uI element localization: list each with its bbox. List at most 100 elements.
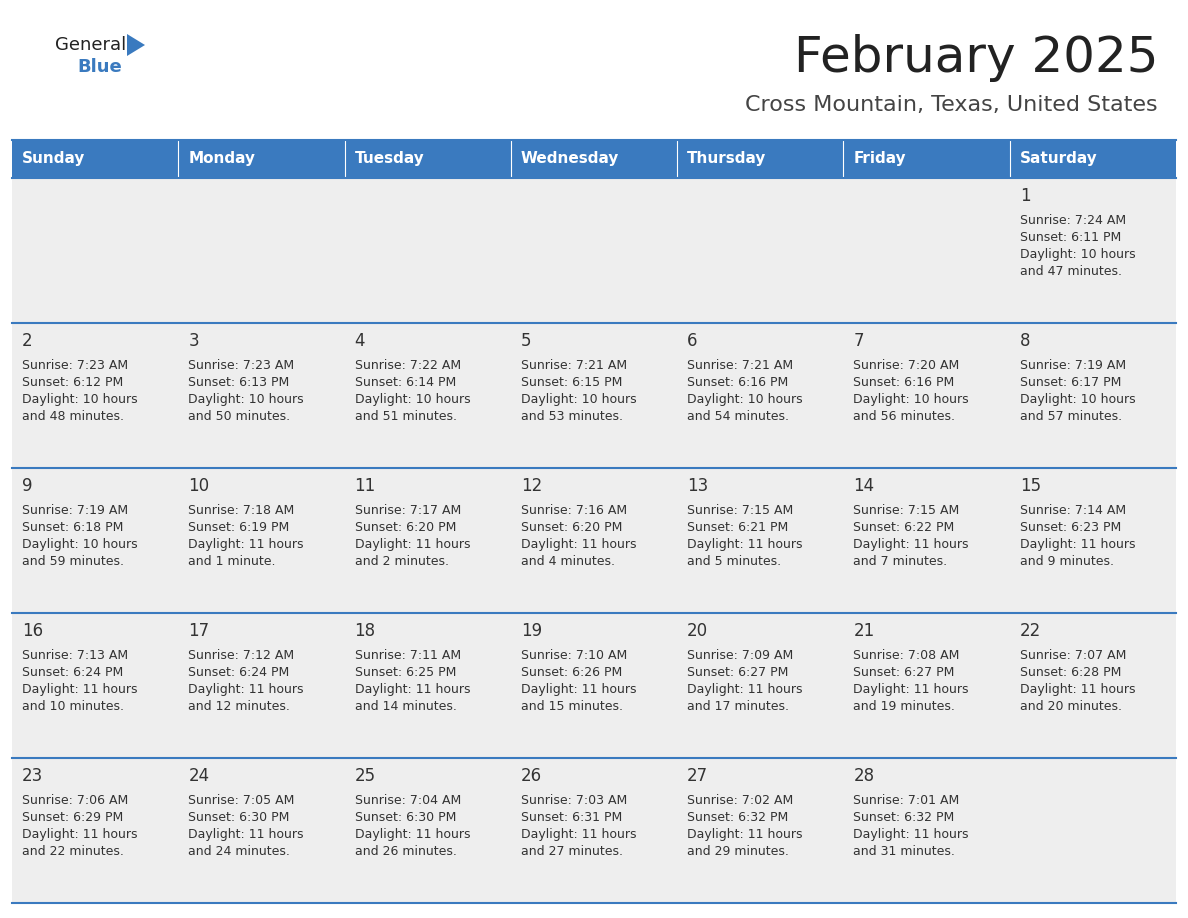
- Text: Daylight: 10 hours: Daylight: 10 hours: [188, 393, 304, 406]
- Bar: [178, 178, 345, 323]
- Text: Tuesday: Tuesday: [354, 151, 424, 166]
- Text: 26: 26: [520, 767, 542, 785]
- Text: and 1 minute.: and 1 minute.: [188, 555, 276, 568]
- Text: and 50 minutes.: and 50 minutes.: [188, 410, 290, 423]
- Text: Blue: Blue: [77, 58, 121, 76]
- Text: Sunrise: 7:23 AM: Sunrise: 7:23 AM: [23, 359, 128, 372]
- Bar: [843, 178, 1010, 323]
- Bar: [345, 468, 511, 613]
- Text: Sunrise: 7:10 AM: Sunrise: 7:10 AM: [520, 649, 627, 662]
- Text: Cross Mountain, Texas, United States: Cross Mountain, Texas, United States: [745, 95, 1158, 115]
- Text: Sunrise: 7:06 AM: Sunrise: 7:06 AM: [23, 794, 128, 807]
- Bar: [345, 613, 511, 758]
- Text: and 7 minutes.: and 7 minutes.: [853, 555, 948, 568]
- Text: Sunset: 6:15 PM: Sunset: 6:15 PM: [520, 376, 623, 389]
- Text: Daylight: 10 hours: Daylight: 10 hours: [687, 393, 803, 406]
- Text: Sunset: 6:29 PM: Sunset: 6:29 PM: [23, 811, 124, 824]
- Text: Daylight: 11 hours: Daylight: 11 hours: [23, 828, 138, 841]
- Text: Daylight: 11 hours: Daylight: 11 hours: [687, 538, 803, 551]
- Polygon shape: [127, 34, 145, 56]
- Text: and 14 minutes.: and 14 minutes.: [354, 700, 456, 713]
- Text: Daylight: 11 hours: Daylight: 11 hours: [354, 683, 470, 696]
- Text: and 9 minutes.: and 9 minutes.: [1019, 555, 1113, 568]
- Text: 24: 24: [188, 767, 209, 785]
- Bar: [677, 178, 843, 323]
- Text: Sunrise: 7:16 AM: Sunrise: 7:16 AM: [520, 504, 627, 517]
- Text: Sunset: 6:13 PM: Sunset: 6:13 PM: [188, 376, 290, 389]
- Text: Thursday: Thursday: [687, 151, 766, 166]
- Text: Sunset: 6:16 PM: Sunset: 6:16 PM: [853, 376, 955, 389]
- Text: Sunset: 6:32 PM: Sunset: 6:32 PM: [687, 811, 789, 824]
- Text: Daylight: 10 hours: Daylight: 10 hours: [1019, 393, 1136, 406]
- Text: Sunrise: 7:02 AM: Sunrise: 7:02 AM: [687, 794, 794, 807]
- Bar: [178, 613, 345, 758]
- Text: and 51 minutes.: and 51 minutes.: [354, 410, 456, 423]
- Bar: [843, 758, 1010, 903]
- Bar: [677, 323, 843, 468]
- Bar: [1010, 323, 1176, 468]
- Bar: [345, 140, 511, 178]
- Text: Sunrise: 7:17 AM: Sunrise: 7:17 AM: [354, 504, 461, 517]
- Text: Sunrise: 7:18 AM: Sunrise: 7:18 AM: [188, 504, 295, 517]
- Text: Monday: Monday: [188, 151, 255, 166]
- Text: 22: 22: [1019, 622, 1041, 640]
- Text: Friday: Friday: [853, 151, 906, 166]
- Text: Sunset: 6:28 PM: Sunset: 6:28 PM: [1019, 666, 1121, 679]
- Bar: [511, 613, 677, 758]
- Text: and 47 minutes.: and 47 minutes.: [1019, 265, 1121, 278]
- Text: Sunset: 6:14 PM: Sunset: 6:14 PM: [354, 376, 456, 389]
- Text: Sunset: 6:26 PM: Sunset: 6:26 PM: [520, 666, 623, 679]
- Text: Sunrise: 7:19 AM: Sunrise: 7:19 AM: [1019, 359, 1126, 372]
- Bar: [12, 468, 178, 613]
- Text: 12: 12: [520, 477, 542, 495]
- Text: Saturday: Saturday: [1019, 151, 1098, 166]
- Text: Sunrise: 7:03 AM: Sunrise: 7:03 AM: [520, 794, 627, 807]
- Text: Sunrise: 7:15 AM: Sunrise: 7:15 AM: [687, 504, 794, 517]
- Text: Sunrise: 7:07 AM: Sunrise: 7:07 AM: [1019, 649, 1126, 662]
- Text: Sunset: 6:23 PM: Sunset: 6:23 PM: [1019, 521, 1121, 534]
- Bar: [178, 323, 345, 468]
- Text: Daylight: 11 hours: Daylight: 11 hours: [520, 538, 637, 551]
- Text: and 22 minutes.: and 22 minutes.: [23, 845, 124, 858]
- Text: 21: 21: [853, 622, 874, 640]
- Text: Sunset: 6:31 PM: Sunset: 6:31 PM: [520, 811, 623, 824]
- Text: Sunset: 6:17 PM: Sunset: 6:17 PM: [1019, 376, 1121, 389]
- Bar: [677, 613, 843, 758]
- Text: and 15 minutes.: and 15 minutes.: [520, 700, 623, 713]
- Text: Daylight: 11 hours: Daylight: 11 hours: [687, 828, 803, 841]
- Text: and 4 minutes.: and 4 minutes.: [520, 555, 615, 568]
- Text: 15: 15: [1019, 477, 1041, 495]
- Bar: [843, 613, 1010, 758]
- Text: Sunrise: 7:09 AM: Sunrise: 7:09 AM: [687, 649, 794, 662]
- Text: and 19 minutes.: and 19 minutes.: [853, 700, 955, 713]
- Bar: [843, 140, 1010, 178]
- Text: and 27 minutes.: and 27 minutes.: [520, 845, 623, 858]
- Text: and 17 minutes.: and 17 minutes.: [687, 700, 789, 713]
- Text: Sunrise: 7:15 AM: Sunrise: 7:15 AM: [853, 504, 960, 517]
- Text: Daylight: 10 hours: Daylight: 10 hours: [354, 393, 470, 406]
- Text: Daylight: 11 hours: Daylight: 11 hours: [188, 828, 304, 841]
- Bar: [12, 323, 178, 468]
- Text: and 24 minutes.: and 24 minutes.: [188, 845, 290, 858]
- Text: Daylight: 10 hours: Daylight: 10 hours: [23, 538, 138, 551]
- Text: Daylight: 11 hours: Daylight: 11 hours: [188, 538, 304, 551]
- Bar: [1010, 468, 1176, 613]
- Text: 13: 13: [687, 477, 708, 495]
- Text: Sunset: 6:21 PM: Sunset: 6:21 PM: [687, 521, 789, 534]
- Bar: [511, 323, 677, 468]
- Text: 19: 19: [520, 622, 542, 640]
- Text: Sunrise: 7:24 AM: Sunrise: 7:24 AM: [1019, 214, 1126, 227]
- Text: Daylight: 11 hours: Daylight: 11 hours: [354, 538, 470, 551]
- Text: 1: 1: [1019, 187, 1030, 205]
- Bar: [178, 140, 345, 178]
- Text: and 10 minutes.: and 10 minutes.: [23, 700, 124, 713]
- Text: 10: 10: [188, 477, 209, 495]
- Text: 2: 2: [23, 332, 32, 350]
- Text: Daylight: 11 hours: Daylight: 11 hours: [853, 538, 969, 551]
- Bar: [511, 758, 677, 903]
- Text: Sunset: 6:20 PM: Sunset: 6:20 PM: [354, 521, 456, 534]
- Text: Daylight: 11 hours: Daylight: 11 hours: [1019, 683, 1136, 696]
- Text: and 54 minutes.: and 54 minutes.: [687, 410, 789, 423]
- Text: and 29 minutes.: and 29 minutes.: [687, 845, 789, 858]
- Text: and 53 minutes.: and 53 minutes.: [520, 410, 623, 423]
